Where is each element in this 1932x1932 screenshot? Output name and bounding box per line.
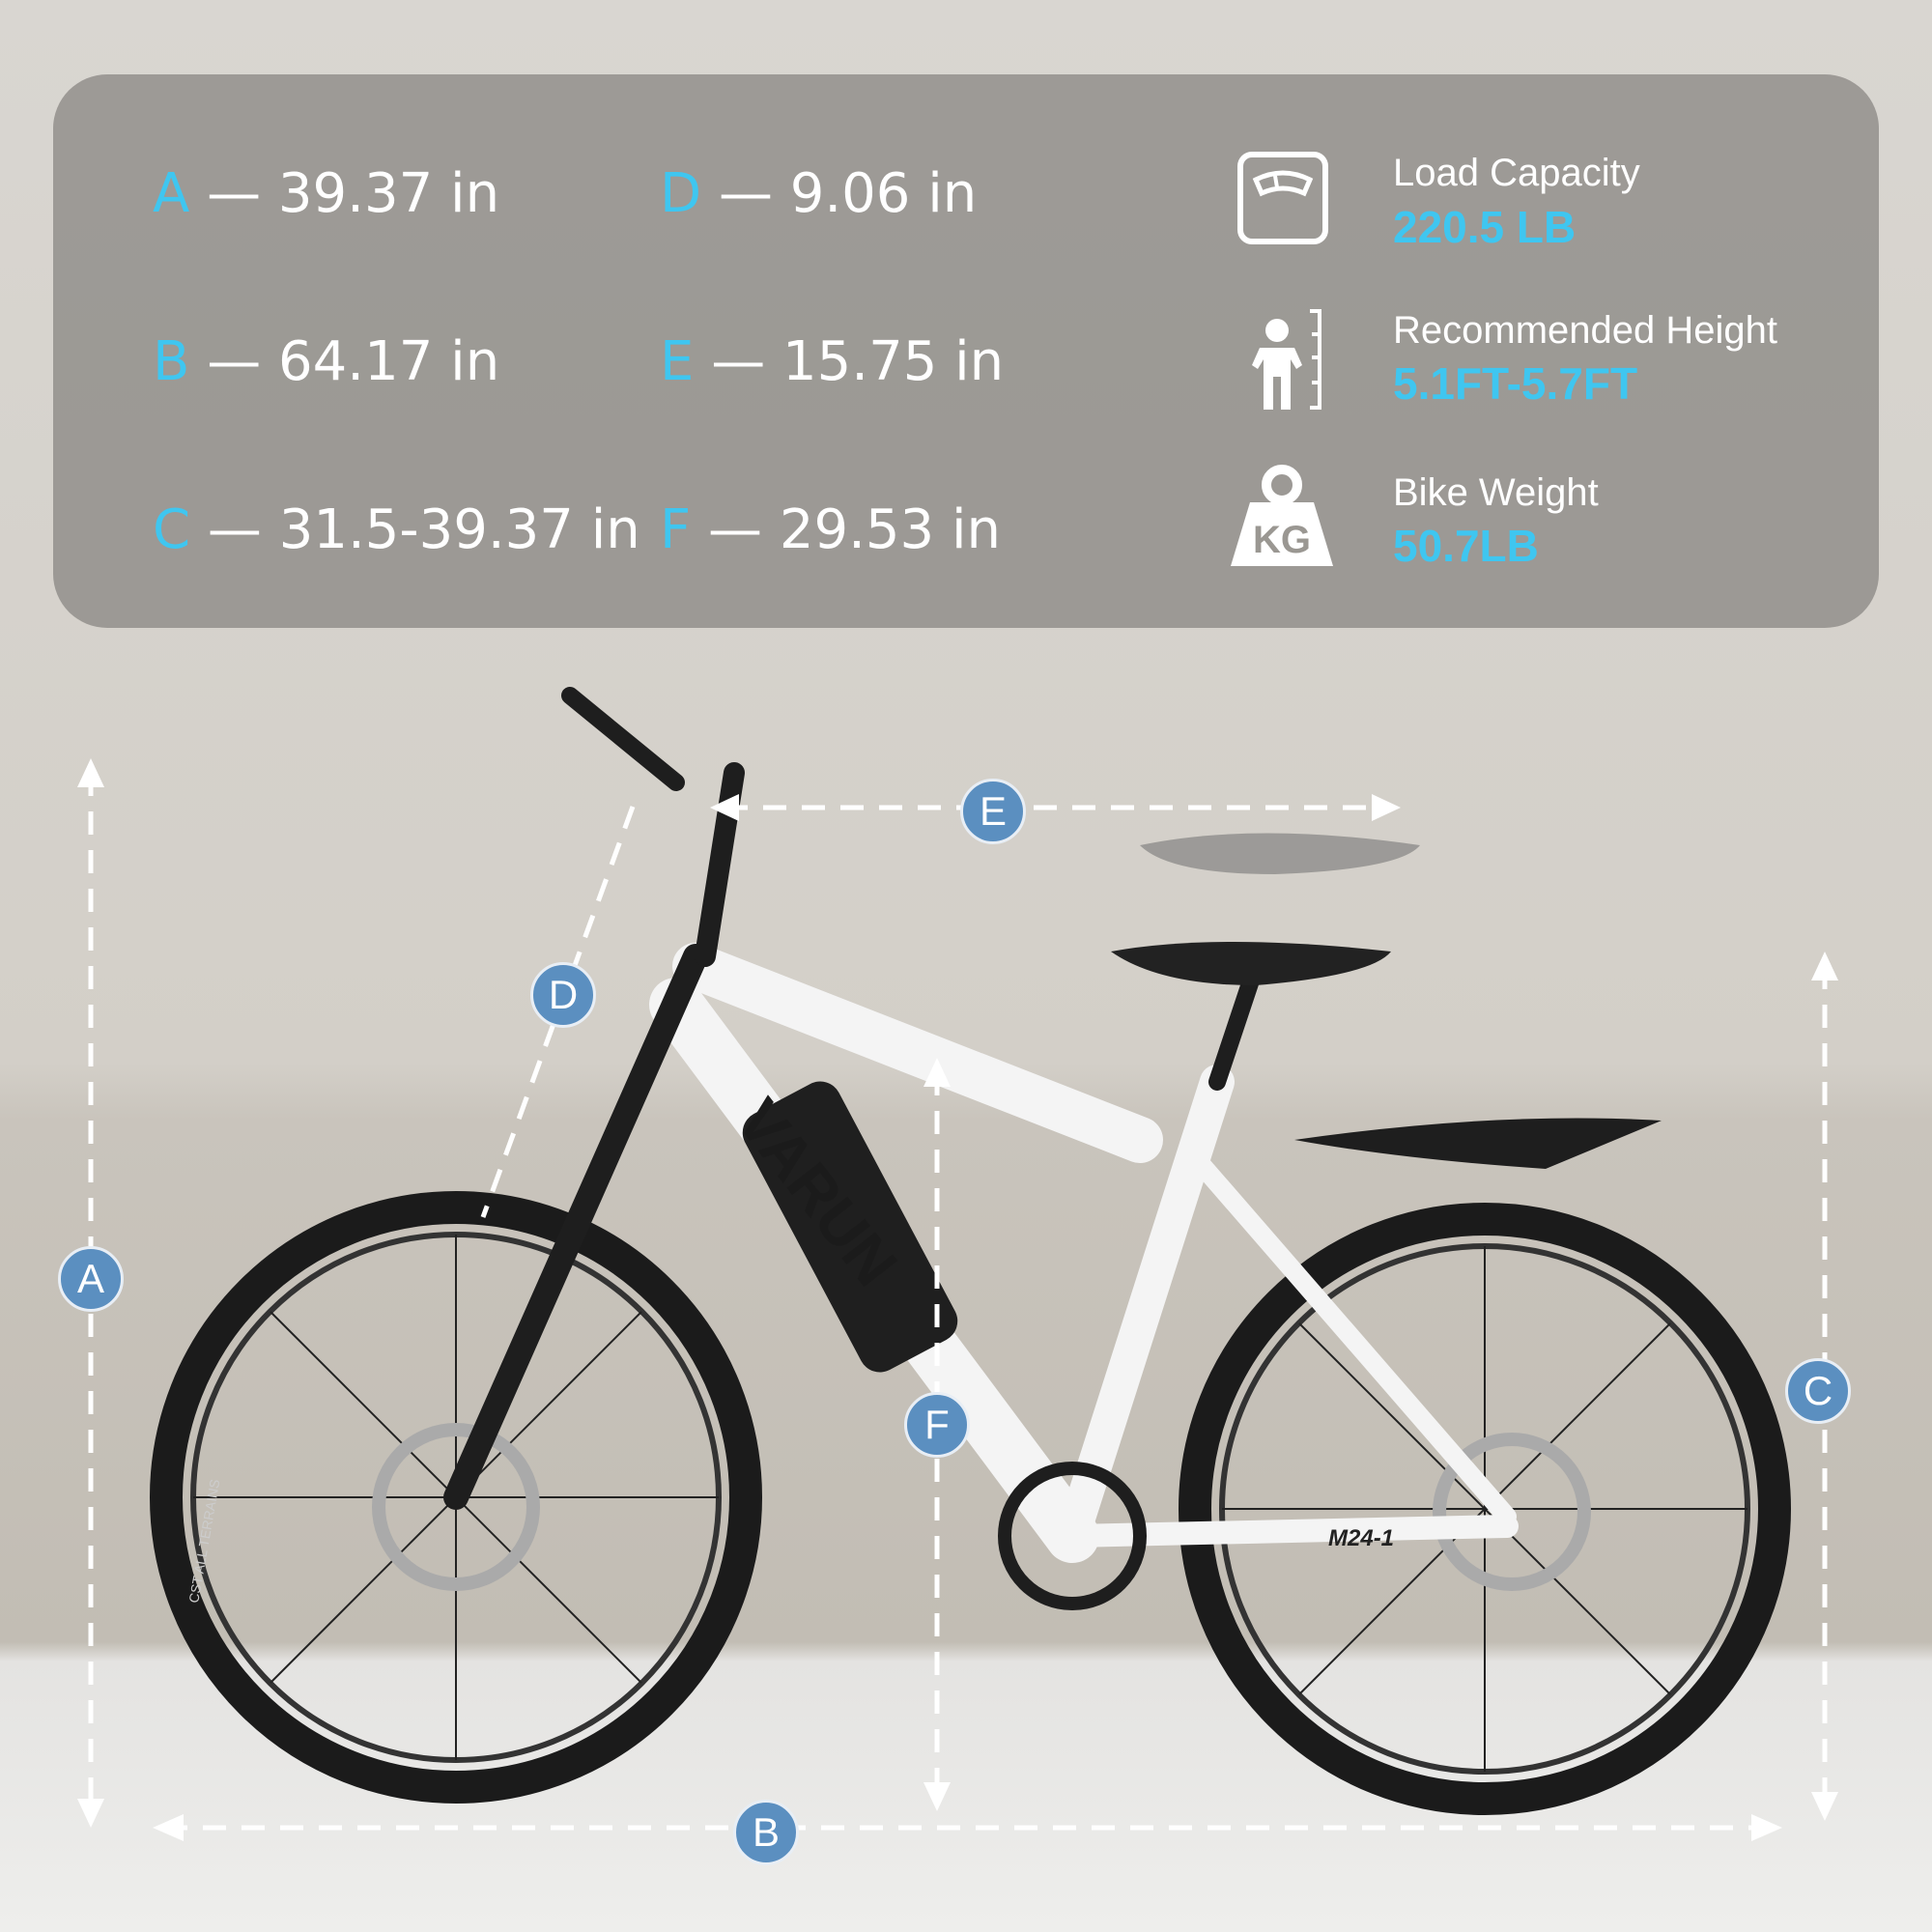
dimension-a: A — 39.37 in <box>153 162 499 225</box>
dimension-letter: A <box>153 162 190 225</box>
dimension-letter: F <box>660 498 692 561</box>
dimension-b: B — 64.17 in <box>153 330 499 393</box>
frame <box>443 687 1662 1610</box>
kg-text: KG <box>1253 519 1311 561</box>
model-label: M24-1 <box>1328 1525 1394 1551</box>
spec-label: Bike Weight <box>1393 471 1599 514</box>
badge-f: F <box>904 1392 970 1458</box>
dimension-arrows <box>77 758 1838 1841</box>
dimension-lines <box>88 773 1828 1831</box>
dimension-value: — 29.53 in <box>708 498 1001 561</box>
spec-value: 50.7LB <box>1393 521 1539 571</box>
dimension-letter: B <box>153 330 190 393</box>
spec-value: 220.5 LB <box>1393 202 1577 252</box>
spec-panel <box>53 74 1879 628</box>
scale-icon <box>1237 152 1328 244</box>
spec-value: 5.1FT-5.7FT <box>1393 358 1638 409</box>
dimension-letter: D <box>660 162 702 225</box>
person-height-icon <box>1252 309 1321 410</box>
badge-a: A <box>58 1246 124 1312</box>
dimension-line-d <box>480 806 636 1218</box>
spec-label: Load Capacity <box>1393 152 1640 194</box>
badge-c: C <box>1785 1358 1851 1424</box>
rear-wheel <box>1179 1203 1791 1815</box>
dimension-c: C — 31.5-39.37 in <box>153 498 640 561</box>
dimension-value: — 31.5-39.37 in <box>207 498 640 561</box>
dimension-letter: E <box>660 330 695 393</box>
dimension-value: — 9.06 in <box>718 162 978 225</box>
kg-weight-icon: KG <box>1231 465 1333 566</box>
spec-label: Recommended Height <box>1393 309 1777 352</box>
badge-e: E <box>960 779 1026 844</box>
dimension-d: D — 9.06 in <box>660 162 977 225</box>
dimension-value: — 39.37 in <box>207 162 500 225</box>
dimension-letter: C <box>153 498 191 561</box>
badge-b: B <box>733 1800 799 1865</box>
dimension-e: E — 15.75 in <box>660 330 1004 393</box>
dimension-value: — 64.17 in <box>207 330 500 393</box>
dimension-f: F — 29.53 in <box>660 498 1001 561</box>
dimension-value: — 15.75 in <box>711 330 1005 393</box>
badge-d: D <box>530 962 596 1028</box>
